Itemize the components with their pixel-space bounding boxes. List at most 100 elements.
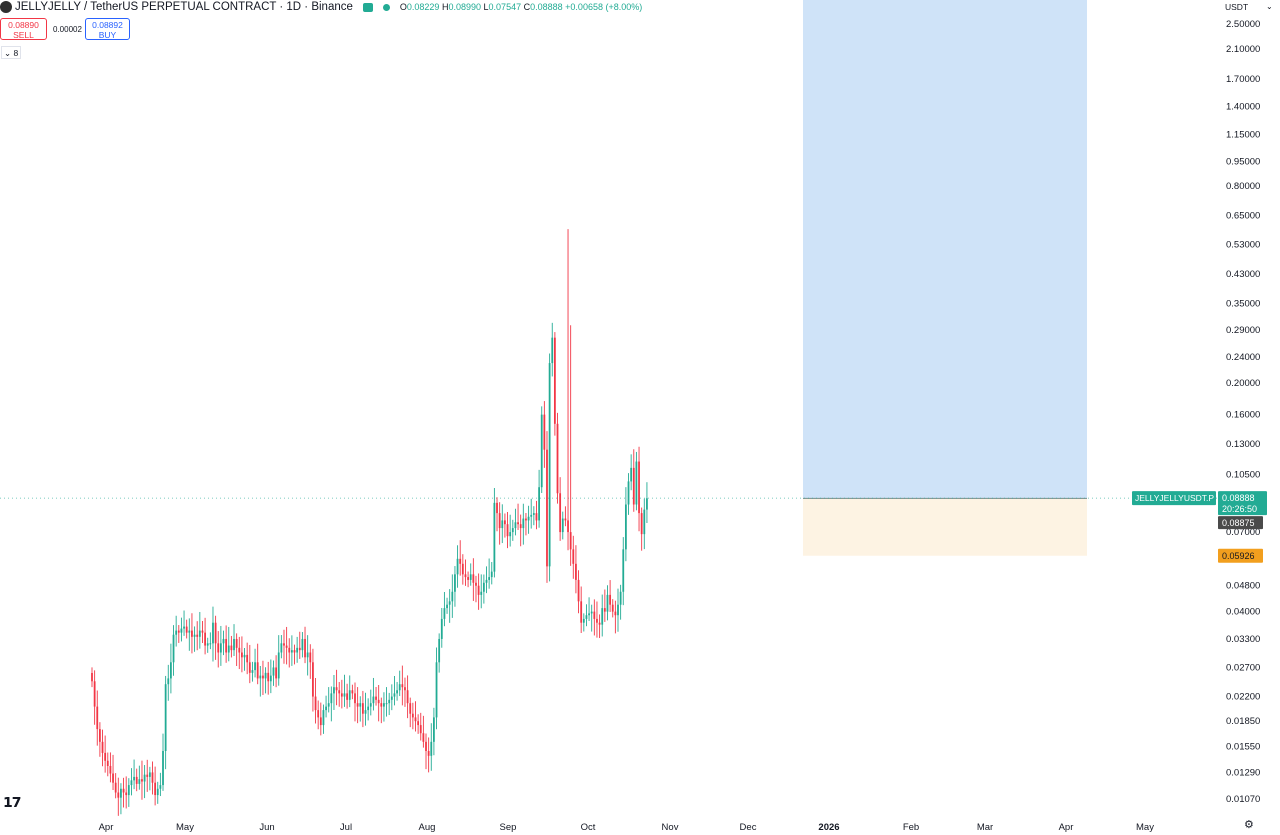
candle xyxy=(409,697,412,728)
candle xyxy=(235,633,238,667)
candle-body xyxy=(617,604,619,616)
candle xyxy=(422,715,425,748)
candle-body xyxy=(354,693,356,704)
candle xyxy=(143,765,146,799)
candle xyxy=(104,735,107,773)
stop-zone[interactable] xyxy=(803,498,1087,556)
candle-body xyxy=(196,634,199,637)
candle xyxy=(335,669,338,706)
buy-button[interactable]: 0.08892 BUY xyxy=(85,18,130,40)
y-tick-label: 0.53000 xyxy=(1226,239,1260,250)
indicators-toggle[interactable]: ⌄ 8 xyxy=(1,46,21,59)
candle xyxy=(198,611,201,649)
y-tick-label: 0.29000 xyxy=(1226,325,1260,336)
candle xyxy=(159,772,162,797)
candle-body xyxy=(290,650,293,653)
candle xyxy=(401,665,404,706)
y-tick-label: 0.07000 xyxy=(1226,527,1260,538)
y-tick-label: 0.04000 xyxy=(1226,607,1260,618)
candle-body xyxy=(511,528,514,533)
candle-body xyxy=(114,782,117,793)
x-tick-label: Mar xyxy=(977,822,993,833)
candle-body xyxy=(477,585,480,595)
candle xyxy=(480,574,483,609)
gear-icon[interactable]: ⚙ xyxy=(1244,819,1254,831)
candle-body xyxy=(433,717,435,742)
candle-body xyxy=(396,690,398,694)
candle xyxy=(201,620,204,643)
candle xyxy=(430,723,433,771)
candle xyxy=(288,638,291,668)
candle xyxy=(293,644,296,665)
candle xyxy=(191,613,193,654)
tradingview-logo-icon[interactable]: 𝟭𝟳 xyxy=(3,794,22,810)
candle xyxy=(327,687,330,713)
chevron-down-icon[interactable]: ⌄ xyxy=(1266,2,1273,11)
candle xyxy=(617,588,619,632)
candle-body xyxy=(164,684,167,751)
candle-body xyxy=(393,693,396,697)
candle xyxy=(404,677,406,707)
candle xyxy=(301,632,304,658)
sell-button[interactable]: 0.08890 SELL xyxy=(0,18,47,40)
y-tick-label: 0.65000 xyxy=(1226,210,1260,221)
candle-body xyxy=(540,414,543,488)
visibility-icon[interactable] xyxy=(362,2,373,12)
candle-body xyxy=(219,643,222,653)
candle-body xyxy=(159,785,162,789)
candle-body xyxy=(551,337,554,364)
candle-body xyxy=(104,752,107,761)
candle xyxy=(477,573,480,610)
candle xyxy=(369,689,372,716)
candle-body xyxy=(411,713,414,718)
candle-body xyxy=(572,549,575,564)
candle-body xyxy=(430,741,433,756)
candle-body xyxy=(425,741,427,751)
candle-body xyxy=(567,520,569,533)
candle-body xyxy=(646,498,648,510)
candle xyxy=(504,513,506,538)
candle-body xyxy=(312,662,314,697)
candle-body xyxy=(296,647,299,653)
candle-body xyxy=(185,626,188,633)
candle-body xyxy=(275,667,277,679)
candle-body xyxy=(559,493,562,533)
candle-body xyxy=(269,675,272,682)
candle xyxy=(367,698,370,721)
candle xyxy=(509,514,512,547)
candle-body xyxy=(148,772,151,777)
candle-body xyxy=(519,524,522,529)
candle-body xyxy=(109,765,112,774)
candle xyxy=(590,604,593,632)
candle-body xyxy=(154,782,157,796)
candle-body xyxy=(493,502,496,572)
axis-unit-label[interactable]: USDT xyxy=(1225,2,1249,12)
candle-body xyxy=(606,594,609,612)
candle-body xyxy=(172,634,175,663)
y-tick-label: 0.95000 xyxy=(1226,156,1260,167)
candle xyxy=(167,664,170,701)
candle-body xyxy=(601,608,604,625)
candle xyxy=(375,686,377,706)
symbol-logo-icon xyxy=(0,1,12,13)
candle xyxy=(564,506,567,527)
candle xyxy=(438,633,441,673)
candle xyxy=(122,777,125,808)
candle xyxy=(482,574,485,604)
x-tick-label: Feb xyxy=(903,822,919,833)
candle xyxy=(230,635,233,658)
candle xyxy=(317,700,320,730)
target-zone[interactable] xyxy=(803,0,1087,499)
candle xyxy=(572,535,575,579)
candle xyxy=(251,661,254,682)
candle-body xyxy=(467,577,469,580)
candle-body xyxy=(138,779,141,784)
candle xyxy=(475,575,477,603)
candle-body xyxy=(419,725,422,734)
y-tick-label: 0.01290 xyxy=(1226,767,1260,778)
candle xyxy=(290,635,293,666)
candle-body xyxy=(451,591,454,602)
candle-body xyxy=(325,706,327,711)
symbol-title[interactable]: JELLYJELLY / TetherUS PERPETUAL CONTRACT… xyxy=(15,1,353,13)
